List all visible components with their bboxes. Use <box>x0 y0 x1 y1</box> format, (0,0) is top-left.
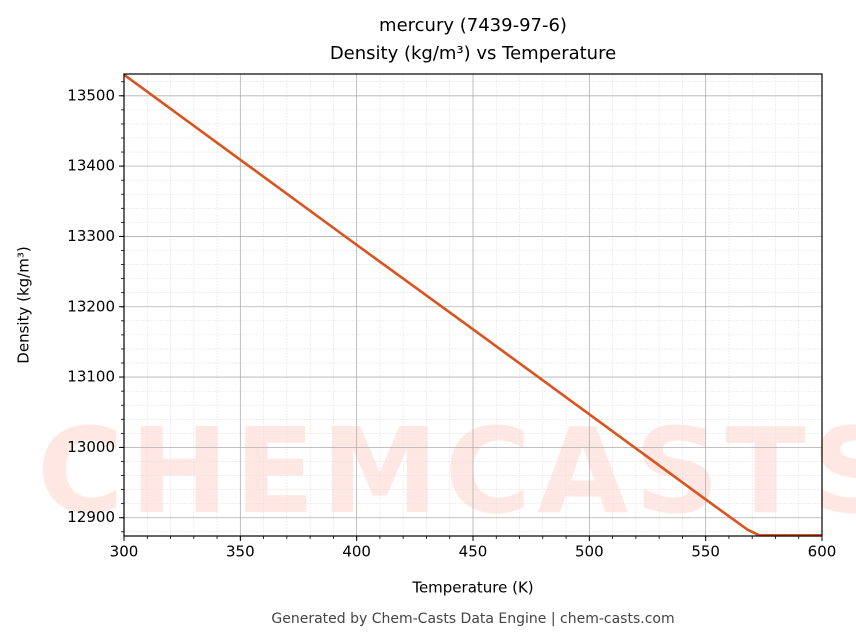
plot-frame <box>123 73 823 537</box>
x-tick-label: 550 <box>691 543 720 561</box>
y-tick-label: 13000 <box>67 438 115 456</box>
x-tick-label: 300 <box>110 543 139 561</box>
chart-title: mercury (7439-97-6) <box>379 15 567 36</box>
x-tick-label: 500 <box>575 543 604 561</box>
y-tick-label: 13200 <box>67 297 115 315</box>
watermark: CHEMCASTS <box>37 402 856 540</box>
chart-subtitle: Density (kg/m³) vs Temperature <box>330 43 616 64</box>
data-line <box>123 73 822 537</box>
x-tick-label: 600 <box>808 543 837 561</box>
y-tick-label: 13500 <box>67 86 115 104</box>
footer: Generated by Chem-Casts Data Engine | ch… <box>271 611 674 627</box>
y-tick-label: 12900 <box>67 508 115 526</box>
x-tick-label: 350 <box>226 543 255 561</box>
x-tick-label: 450 <box>459 543 488 561</box>
y-tick-label: 13300 <box>67 227 115 245</box>
y-tick-label: 13100 <box>67 368 115 386</box>
x-axis-label: Temperature (K) <box>411 579 533 597</box>
x-tick-label: 400 <box>342 543 371 561</box>
y-axis-label: Density (kg/m³) <box>15 246 33 363</box>
y-tick-label: 13400 <box>67 157 115 175</box>
